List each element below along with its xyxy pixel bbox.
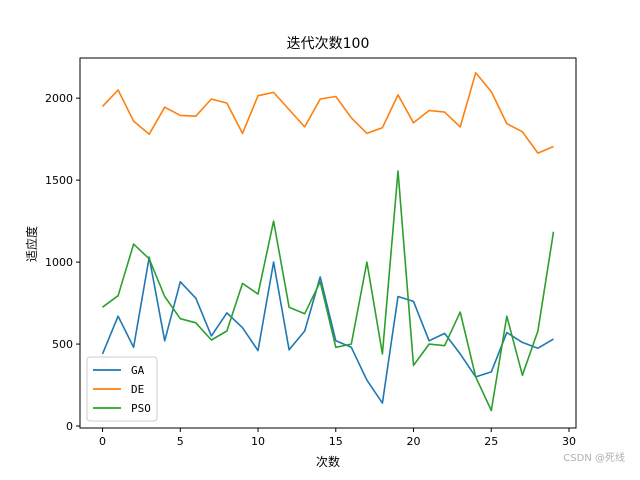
y-tick-label: 1000	[45, 256, 73, 269]
y-axis-label: 适应度	[24, 226, 39, 262]
x-tick-label: 5	[177, 435, 184, 448]
x-axis: 0 5 10 15 20 25 30	[99, 428, 576, 448]
plot-area	[101, 72, 555, 412]
axes-frame	[79, 57, 577, 429]
series-line-de	[101, 72, 554, 154]
legend-box	[86, 356, 158, 422]
legend-label-ga: GA	[131, 364, 145, 377]
x-tick-label: 10	[251, 435, 265, 448]
y-axis: 0 500 1000 1500 2000	[45, 92, 80, 433]
x-tick-label: 30	[562, 435, 576, 448]
chart-title: 迭代次数100	[287, 36, 370, 52]
legend: GA DE PSO	[86, 356, 158, 422]
y-tick-label: 0	[66, 420, 73, 433]
x-tick-label: 15	[329, 435, 343, 448]
x-tick-label: 0	[99, 435, 106, 448]
y-tick-label: 1500	[45, 174, 73, 187]
x-tick-label: 20	[407, 435, 421, 448]
x-tick-label: 25	[484, 435, 498, 448]
series-line-pso	[102, 170, 555, 412]
y-tick-label: 2000	[45, 92, 73, 105]
x-axis-label: 次数	[316, 454, 340, 469]
watermark: CSDN @死线	[563, 453, 625, 464]
legend-label-de: DE	[131, 383, 144, 396]
series-line-ga	[101, 256, 554, 404]
y-tick-label: 500	[52, 338, 73, 351]
legend-label-pso: PSO	[131, 402, 151, 415]
